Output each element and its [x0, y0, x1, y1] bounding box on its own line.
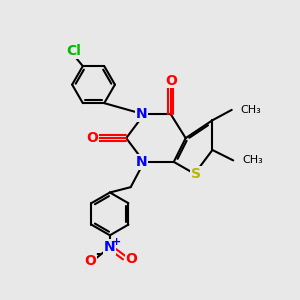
Text: O: O: [165, 74, 177, 88]
Text: CH₃: CH₃: [241, 105, 261, 115]
Text: N: N: [104, 240, 116, 254]
Text: CH₃: CH₃: [242, 155, 263, 165]
Text: Cl: Cl: [66, 44, 81, 58]
Text: O: O: [125, 252, 137, 266]
Text: +: +: [112, 237, 121, 247]
Text: S: S: [191, 167, 201, 181]
Text: N: N: [136, 155, 148, 169]
Text: O: O: [87, 131, 99, 145]
Text: -: -: [95, 246, 101, 261]
Text: N: N: [136, 107, 148, 121]
Text: O: O: [85, 254, 97, 268]
